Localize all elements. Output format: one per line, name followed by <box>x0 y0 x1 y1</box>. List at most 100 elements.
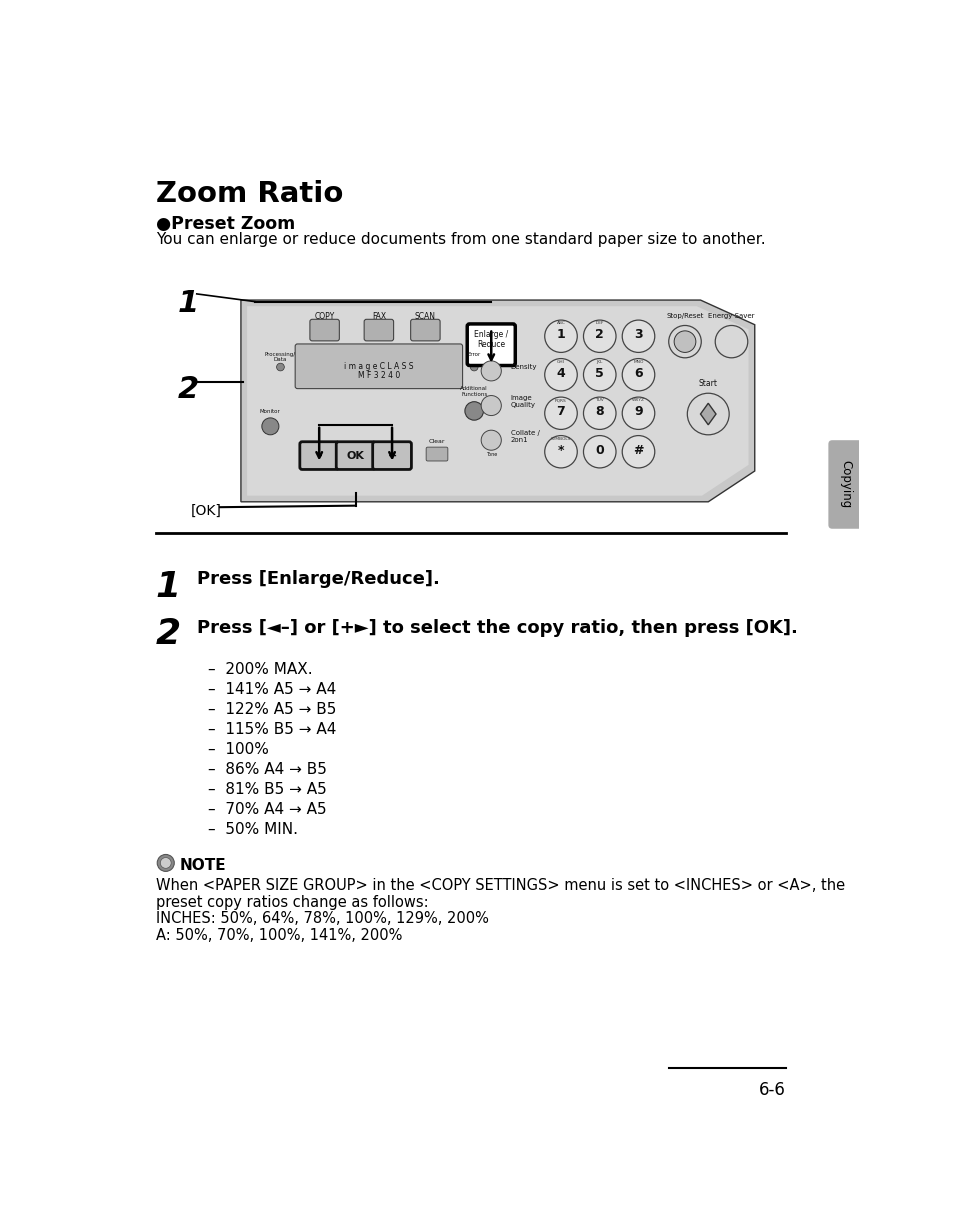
Circle shape <box>544 359 577 391</box>
Text: –  141% A5 → A4: – 141% A5 → A4 <box>208 681 336 697</box>
Text: 1: 1 <box>556 328 565 341</box>
Text: DEF: DEF <box>595 321 603 326</box>
Text: –  100%: – 100% <box>208 742 269 756</box>
Text: Energy Saver: Energy Saver <box>707 314 754 319</box>
FancyBboxPatch shape <box>467 323 515 365</box>
Text: –  122% A5 → B5: – 122% A5 → B5 <box>208 702 336 717</box>
Text: 4: 4 <box>556 367 565 380</box>
Circle shape <box>621 435 654 467</box>
Text: M F 3 2 4 0: M F 3 2 4 0 <box>357 371 399 380</box>
Text: SYMBOLS: SYMBOLS <box>550 437 571 442</box>
Text: Error: Error <box>467 352 480 357</box>
Circle shape <box>621 397 654 429</box>
Text: WXYZ: WXYZ <box>631 399 644 402</box>
Text: MNO: MNO <box>633 360 643 364</box>
Circle shape <box>583 359 616 391</box>
Text: [OK]: [OK] <box>191 504 221 518</box>
Text: You can enlarge or reduce documents from one standard paper size to another.: You can enlarge or reduce documents from… <box>155 232 764 247</box>
Text: –: – <box>316 450 322 460</box>
Circle shape <box>668 326 700 358</box>
Circle shape <box>583 435 616 467</box>
Text: ABC: ABC <box>556 321 565 326</box>
Text: When <PAPER SIZE GROUP> in the <COPY SETTINGS> menu is set to <INCHES> or <A>, t: When <PAPER SIZE GROUP> in the <COPY SET… <box>155 877 844 893</box>
Text: 0: 0 <box>595 444 603 456</box>
Text: 8: 8 <box>595 405 603 418</box>
Text: Monitor: Monitor <box>260 410 280 415</box>
Text: Tone: Tone <box>485 451 497 456</box>
Circle shape <box>470 363 477 371</box>
Circle shape <box>686 394 728 435</box>
Circle shape <box>261 418 278 435</box>
Text: –  115% B5 → A4: – 115% B5 → A4 <box>208 722 336 737</box>
Text: GHI: GHI <box>557 360 564 364</box>
Text: *: * <box>558 444 563 456</box>
FancyBboxPatch shape <box>410 320 439 341</box>
Text: i m a g e C L A S S: i m a g e C L A S S <box>344 362 414 370</box>
Text: TUV: TUV <box>595 399 603 402</box>
Circle shape <box>583 397 616 429</box>
FancyBboxPatch shape <box>426 448 447 461</box>
Text: FAX: FAX <box>372 312 386 321</box>
Circle shape <box>715 326 747 358</box>
Text: Additional
Functions: Additional Functions <box>460 386 488 397</box>
Text: 2: 2 <box>177 375 198 403</box>
Text: INCHES: 50%, 64%, 78%, 100%, 129%, 200%: INCHES: 50%, 64%, 78%, 100%, 129%, 200% <box>155 911 488 926</box>
Text: Copying: Copying <box>838 460 851 508</box>
Text: PQRS: PQRS <box>555 399 566 402</box>
Text: 6-6: 6-6 <box>758 1081 785 1098</box>
Text: Press [Enlarge/Reduce].: Press [Enlarge/Reduce]. <box>196 569 439 588</box>
Circle shape <box>621 320 654 353</box>
Text: A: 50%, 70%, 100%, 141%, 200%: A: 50%, 70%, 100%, 141%, 200% <box>155 929 401 943</box>
Text: 7: 7 <box>556 405 565 418</box>
Text: Clear: Clear <box>428 439 445 444</box>
Text: –  200% MAX.: – 200% MAX. <box>208 662 313 676</box>
Text: 9: 9 <box>634 405 642 418</box>
Text: Start: Start <box>698 379 717 387</box>
Text: –  86% A4 → B5: – 86% A4 → B5 <box>208 763 327 777</box>
FancyBboxPatch shape <box>335 442 375 470</box>
FancyBboxPatch shape <box>827 440 862 529</box>
Circle shape <box>160 857 171 868</box>
Text: SCAN: SCAN <box>415 312 436 321</box>
Text: JKL: JKL <box>596 360 602 364</box>
Text: Press [◄–] or [+►] to select the copy ratio, then press [OK].: Press [◄–] or [+►] to select the copy ra… <box>196 619 797 637</box>
Text: Collate /
2on1: Collate / 2on1 <box>510 429 539 443</box>
Circle shape <box>544 397 577 429</box>
FancyBboxPatch shape <box>373 442 411 470</box>
FancyBboxPatch shape <box>310 320 339 341</box>
Text: Image
Quality: Image Quality <box>510 395 535 408</box>
Circle shape <box>480 396 500 416</box>
Circle shape <box>157 855 174 871</box>
Text: Enlarge /
Reduce: Enlarge / Reduce <box>474 330 508 349</box>
Text: 1: 1 <box>177 289 198 317</box>
Text: #: # <box>633 444 643 456</box>
Text: –  70% A4 → A5: – 70% A4 → A5 <box>208 802 327 817</box>
Text: 6: 6 <box>634 367 642 380</box>
Circle shape <box>583 320 616 353</box>
Circle shape <box>464 402 483 421</box>
Text: Stop/Reset: Stop/Reset <box>665 314 703 319</box>
Circle shape <box>480 360 500 381</box>
Text: –  50% MIN.: – 50% MIN. <box>208 822 298 838</box>
Text: NOTE: NOTE <box>179 857 226 872</box>
FancyBboxPatch shape <box>364 320 394 341</box>
Circle shape <box>544 320 577 353</box>
Circle shape <box>674 331 695 353</box>
PathPatch shape <box>247 306 748 496</box>
FancyBboxPatch shape <box>299 442 338 470</box>
Text: preset copy ratios change as follows:: preset copy ratios change as follows: <box>155 894 428 909</box>
Polygon shape <box>700 403 716 424</box>
Circle shape <box>480 430 500 450</box>
Text: 1: 1 <box>155 569 181 604</box>
FancyBboxPatch shape <box>294 344 462 389</box>
Text: 2: 2 <box>595 328 603 341</box>
Circle shape <box>276 363 284 371</box>
Text: Zoom Ratio: Zoom Ratio <box>155 180 343 208</box>
Text: 3: 3 <box>634 328 642 341</box>
Circle shape <box>621 359 654 391</box>
Text: Processing/
Data: Processing/ Data <box>265 352 295 363</box>
Text: COPY: COPY <box>314 312 335 321</box>
Text: 5: 5 <box>595 367 603 380</box>
Circle shape <box>544 435 577 467</box>
PathPatch shape <box>241 300 754 502</box>
